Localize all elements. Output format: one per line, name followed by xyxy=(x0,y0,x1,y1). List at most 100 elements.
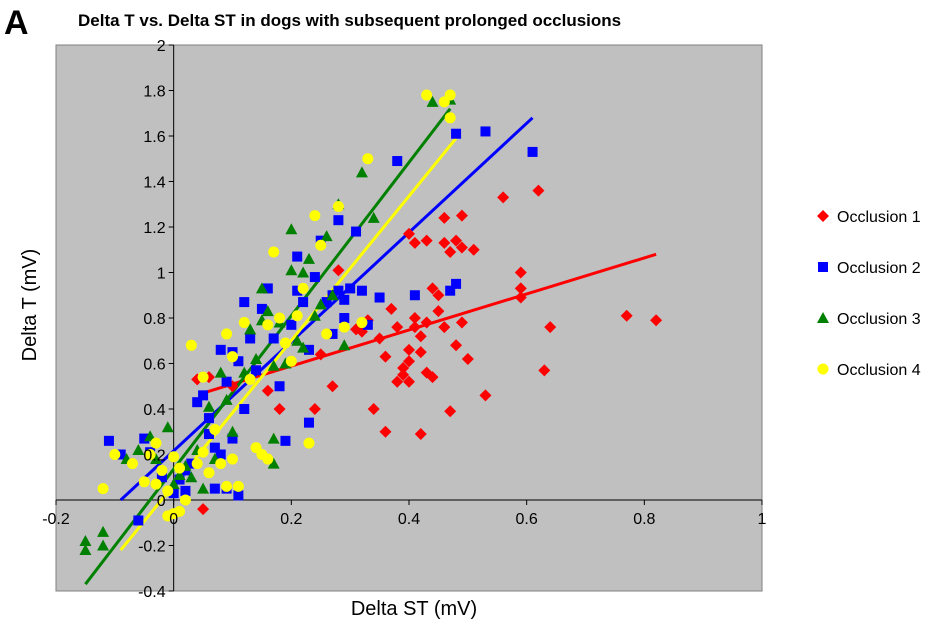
panel-label: A xyxy=(4,4,29,42)
occlusion-1-point xyxy=(461,352,474,365)
occlusion-3-point xyxy=(97,539,110,551)
occlusion-2-point xyxy=(198,390,209,401)
occlusion-4-point xyxy=(191,458,203,470)
occlusion-1-point xyxy=(532,184,545,197)
occlusion-2-point xyxy=(239,404,250,414)
occlusion-4-point xyxy=(232,480,244,492)
occlusion-2-point xyxy=(180,485,191,496)
occlusion-4-point xyxy=(203,467,215,479)
occlusion-3-point xyxy=(197,482,210,494)
occlusion-2-point xyxy=(392,156,403,167)
occlusion-4-point xyxy=(209,423,221,435)
occlusion-4-point xyxy=(179,494,191,506)
y-tick-label: 2 xyxy=(157,38,166,55)
occlusion-1-point xyxy=(426,371,439,384)
occlusion-3-point xyxy=(308,309,321,321)
occlusion-3-point xyxy=(314,298,327,310)
occlusion-1-point xyxy=(403,343,415,356)
occlusion-2-point xyxy=(374,292,385,303)
occlusion-1-point xyxy=(544,321,557,334)
y-tick-label: 1 xyxy=(157,266,166,283)
y-tick-label: 0.4 xyxy=(143,402,165,419)
x-tick-label: 0.2 xyxy=(280,511,302,528)
occlusion-3-point xyxy=(326,289,339,301)
occlusion-1-point xyxy=(514,291,527,304)
occlusion-3-point xyxy=(255,282,268,294)
occlusion-2-point xyxy=(321,297,332,308)
occlusion-2-point xyxy=(168,488,179,499)
occlusion-2-point xyxy=(139,433,150,444)
occlusion-1-point xyxy=(273,403,286,415)
occlusion-3-point xyxy=(338,339,351,351)
occlusion-4-point xyxy=(144,449,156,460)
occlusion-1-point xyxy=(379,350,392,363)
occlusion-2-point xyxy=(309,272,320,283)
y-axis-title: Delta T (mV) xyxy=(19,249,41,362)
occlusion-2-point xyxy=(345,283,356,294)
occlusion-4-point xyxy=(126,458,138,470)
occlusion-2-point xyxy=(527,146,538,157)
occlusion-2-point xyxy=(233,356,244,367)
occlusion-4-point xyxy=(197,371,209,383)
y-tick-label: 1.4 xyxy=(143,175,165,192)
occlusion-1-point xyxy=(467,243,480,256)
occlusion-1-point xyxy=(414,330,427,343)
occlusion-1-point xyxy=(408,312,421,324)
occlusion-1-point xyxy=(450,339,463,352)
occlusion-1-point xyxy=(650,314,663,327)
occlusion-2-point xyxy=(262,283,273,294)
occlusion-1-point xyxy=(455,209,468,222)
occlusion-4-point xyxy=(274,312,286,324)
occlusion-4-point xyxy=(197,446,209,458)
occlusion-2-point xyxy=(339,313,350,323)
occlusion-2-point xyxy=(445,285,456,296)
occlusion-2-point xyxy=(251,365,262,376)
occlusion-1-point xyxy=(403,355,415,368)
occlusion-2-point xyxy=(239,297,250,308)
occlusion-4-point xyxy=(221,328,233,340)
occlusion-1-point xyxy=(408,321,421,334)
occlusion-3-point xyxy=(297,266,310,278)
tick-labels-group: -0.2 0 0.2 0.4 0.6 0.8 1-0.4-0.200.20.40.60.81… xyxy=(42,38,766,601)
occlusion-1-point xyxy=(367,403,380,415)
occlusion-1-point xyxy=(432,305,445,318)
occlusion-2-point xyxy=(298,297,309,308)
occlusion-1-point xyxy=(385,302,398,315)
occlusion-1-point xyxy=(420,316,433,329)
occlusion-1-legend-label: Occlusion 1 xyxy=(837,209,921,226)
occlusion-1-point xyxy=(455,241,468,254)
occlusion-3-point xyxy=(220,393,233,405)
occlusion-2-point xyxy=(192,397,203,408)
occlusion-4-point xyxy=(227,351,238,363)
occlusion-1-point xyxy=(450,234,463,247)
occlusion-1-point xyxy=(438,321,451,334)
occlusion-2-point xyxy=(256,303,267,314)
occlusion-2-point xyxy=(451,128,462,139)
occlusion-2-point xyxy=(215,344,226,355)
occlusion-3-point xyxy=(267,359,280,371)
occlusion-4-point xyxy=(150,478,162,490)
y-tick-label: 1.2 xyxy=(143,220,165,237)
occlusion-2-trendline xyxy=(119,116,534,502)
occlusion-1-point xyxy=(620,309,633,322)
occlusion-3-point xyxy=(150,453,163,465)
occlusion-2-point xyxy=(480,126,491,137)
occlusion-3-point xyxy=(320,230,333,242)
occlusion-3-point xyxy=(261,305,274,317)
occlusion-2-point xyxy=(303,344,314,355)
occlusion-2-point xyxy=(286,319,297,330)
x-tick-label: 1 xyxy=(758,511,767,528)
occlusion-1-point xyxy=(397,368,410,381)
occlusion-1-point xyxy=(438,211,451,224)
occlusion-4-point xyxy=(238,317,250,329)
occlusion-4-point xyxy=(162,485,174,497)
occlusion-4-point xyxy=(268,246,280,258)
occlusion-4-point xyxy=(156,464,168,476)
occlusion-4-point xyxy=(279,337,291,349)
occlusion-2-point xyxy=(333,285,344,296)
occlusion-3-point xyxy=(132,443,145,455)
occlusion-2-point xyxy=(292,285,303,296)
occlusion-1-point xyxy=(408,236,421,249)
occlusion-2-point xyxy=(203,429,214,440)
